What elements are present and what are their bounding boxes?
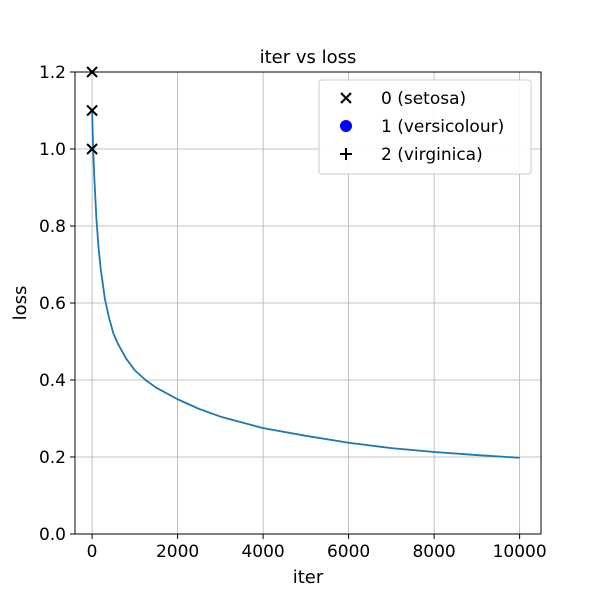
y-tick-label: 1.2 xyxy=(39,63,66,83)
data-point-marker-stroke xyxy=(86,143,98,155)
data-point-marker xyxy=(86,104,98,117)
legend-label: 1 (versicolour) xyxy=(381,117,504,137)
loss-curve xyxy=(91,110,520,459)
legend: 0 (setosa) 1 (versicolour) 2 (virginica) xyxy=(318,79,532,175)
x-tick-label: 8000 xyxy=(412,542,455,562)
chart-title: iter vs loss xyxy=(260,47,357,68)
x-tick-label: 2000 xyxy=(156,542,199,562)
data-point-marker-stroke xyxy=(86,104,98,117)
legend-marker-stroke xyxy=(340,92,352,104)
legend-label: 2 (virginica) xyxy=(381,145,483,165)
y-axis-label: loss xyxy=(10,286,31,321)
axis-ticks: 0 2000 4000 6000 8000 10000 0.0 0.2 0.4 0.6 0.8 1.0… xyxy=(39,63,547,562)
x-tick-label: 4000 xyxy=(241,542,284,562)
x-tick-label: 10000 xyxy=(493,542,547,562)
legend-marker-dot xyxy=(340,120,352,132)
y-tick-label: 0.4 xyxy=(39,371,66,391)
grid-lines xyxy=(75,71,541,535)
x-tick-label: 6000 xyxy=(327,542,370,562)
legend-label: 0 (setosa) xyxy=(381,89,466,109)
legend-marker xyxy=(340,120,352,132)
y-tick-label: 0.6 xyxy=(39,294,66,314)
data-point-marker xyxy=(86,143,98,155)
x-tick-label: 0 xyxy=(87,542,98,562)
x-axis-label: iter xyxy=(293,567,324,588)
legend-box xyxy=(318,79,532,175)
legend-marker xyxy=(340,92,352,104)
y-tick-label: 0.2 xyxy=(39,448,66,468)
legend-marker xyxy=(340,148,352,160)
y-tick-label: 1.0 xyxy=(39,140,66,160)
y-tick-label: 0.0 xyxy=(39,525,66,545)
y-tick-label: 0.8 xyxy=(39,217,66,237)
